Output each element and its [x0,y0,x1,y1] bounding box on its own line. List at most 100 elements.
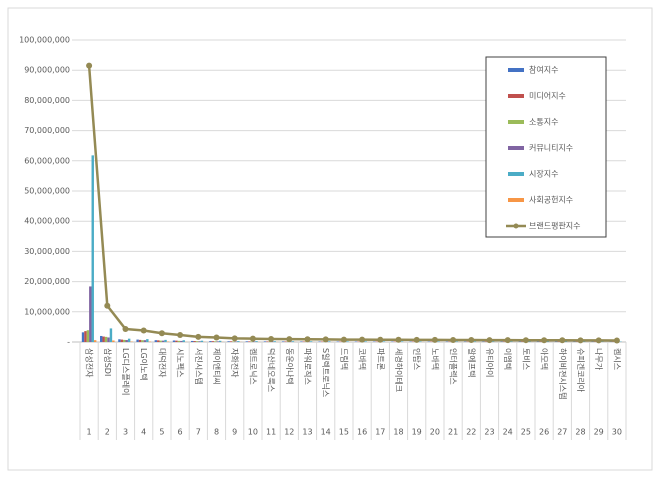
rank-label: 14 [321,428,331,437]
x-tick-label: 켐트로닉스 [248,348,258,385]
line-marker [414,337,420,343]
bar [230,341,232,342]
bar [173,340,175,342]
bar [232,341,234,342]
bar [201,341,203,342]
rank-label: 8 [214,428,219,437]
x-tick-label: 아모텍 [540,348,550,370]
bar [209,341,211,342]
bar [212,341,214,342]
rank-label: 1 [87,428,92,437]
legend-swatch [508,172,524,176]
bar [102,337,104,342]
x-tick-label: 자화전자 [230,348,240,378]
x-tick-label: 파워로직스 [303,348,313,385]
rank-label: 24 [503,428,513,437]
bar [235,341,237,342]
x-tick-label: 삼성SDI [103,348,113,376]
bar [100,336,102,342]
line-marker [359,337,365,343]
x-tick-label: 파트론 [376,348,385,370]
rank-label: 3 [123,428,128,437]
bar [87,330,89,342]
line-marker [141,328,147,334]
line-marker [323,336,329,342]
x-tick-label: 이엠텍 [503,348,513,370]
line-marker [505,337,511,343]
y-tick-label: - [67,338,70,347]
bar [193,341,195,342]
bar [164,340,166,342]
bar [144,340,146,342]
line-marker [541,337,547,343]
bar [214,341,216,342]
line-marker [377,337,383,343]
x-tick-label: 알에프텍 [467,348,477,377]
y-tick-label: 40,000,000 [24,217,70,226]
line-marker [86,63,92,69]
bar [310,341,312,342]
y-tick-label: 50,000,000 [24,187,70,196]
y-tick-label: 10,000,000 [24,307,70,316]
bar [105,337,107,342]
bar [136,340,138,342]
rank-label: 7 [196,428,201,437]
line-marker [268,336,274,342]
bar [474,341,476,342]
legend-label: 브랜드평판지수 [529,221,581,231]
rank-label: 23 [484,428,494,437]
x-tick-label: 유티아이 [485,348,495,377]
line-marker [596,337,602,343]
rank-label: 27 [557,428,567,437]
line-marker [487,337,493,343]
y-tick-label: 20,000,000 [24,277,70,286]
line-marker [396,337,402,343]
rank-label: 11 [266,428,276,437]
rank-label: 9 [232,428,237,437]
bar [227,341,229,342]
bar [183,340,185,342]
x-tick-label: 동운아나텍 [285,348,295,385]
legend-label: 미디어지수 [529,91,566,101]
bar [318,341,320,342]
bar [383,341,385,342]
bar [146,339,148,342]
line-marker [159,330,165,336]
line-marker [123,326,129,332]
x-tick-label: LG디스플레이 [121,348,131,395]
bar [274,341,276,342]
rank-label: 16 [357,428,367,437]
bar [94,340,96,342]
x-tick-label: 인터플렉스 [449,348,459,385]
bar [219,341,221,342]
legend-label: 사회공헌지수 [529,196,573,205]
x-tick-label: 토비스 [521,348,530,370]
rank-label: 19 [412,428,422,437]
x-tick-label: 하이비젼시스템 [558,348,568,400]
line-marker [432,337,438,343]
bar [264,341,266,342]
rank-label: 6 [178,428,183,437]
bar [510,341,512,342]
bar [419,341,421,342]
bar [180,341,182,342]
x-tick-label: 나무가 [594,348,603,371]
rank-label: 12 [284,428,294,437]
line-marker [286,336,292,342]
legend-swatch [514,224,519,229]
line-marker [214,334,220,340]
x-tick-label: 노바텍 [430,348,440,370]
x-tick-label: 인탑스 [412,348,422,370]
bar [284,341,286,342]
bar [141,340,143,342]
bar [492,341,494,342]
bar [139,340,141,342]
bar [128,339,130,342]
x-tick-label: 덕산네오룩스 [267,348,277,392]
bar [84,331,86,342]
line-marker [232,335,238,341]
legend-label: 소통지수 [529,118,558,127]
bar [191,341,193,342]
legend-swatch [508,146,524,150]
